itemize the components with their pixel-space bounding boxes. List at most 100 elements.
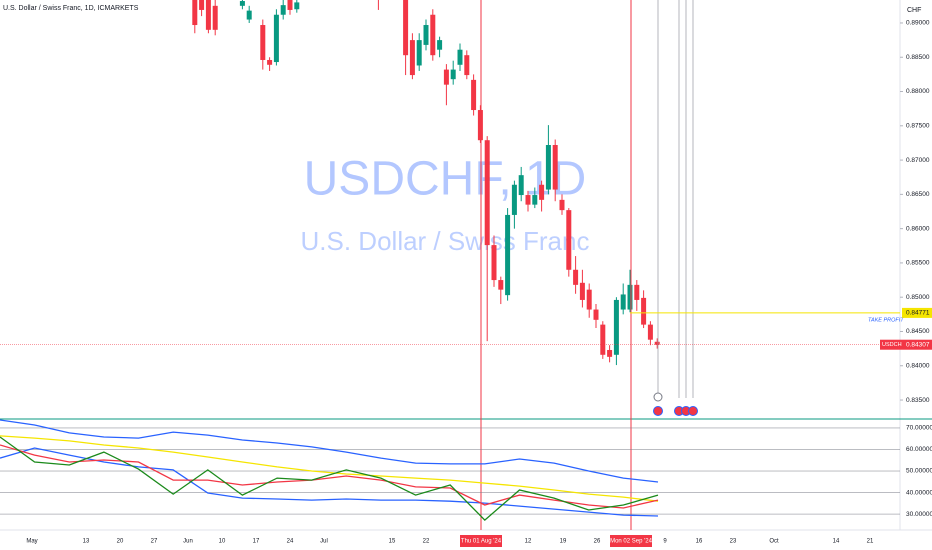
price-tag (902, 339, 932, 350)
candle-body (498, 280, 504, 290)
x-tick-label: 17 (253, 539, 260, 545)
x-tick-label: Jul (320, 539, 328, 545)
candle-body (566, 210, 572, 270)
x-tick-label: 19 (560, 539, 567, 545)
x-tick-label: Mon 02 Sep '24 (610, 539, 653, 545)
y-tick-label: 0.84000 (906, 362, 930, 369)
candle-body (525, 195, 531, 205)
candle-body (559, 199, 565, 211)
chart-header: U.S. Dollar / Swiss Franc, 1D, ICMARKETS (3, 5, 139, 12)
candle-body (593, 309, 599, 320)
y-tick-label: 0.87000 (906, 157, 930, 164)
event-icon (653, 392, 663, 402)
x-tick-label: 16 (696, 539, 703, 545)
candle-body (199, 0, 205, 10)
candle-body (239, 1, 245, 6)
candle-body (280, 5, 286, 15)
candle-body (409, 40, 415, 76)
y-tick-label: 50.00000 (906, 468, 932, 475)
x-tick-label: 13 (83, 539, 90, 545)
x-tick-label: 23 (730, 539, 737, 545)
watermark-name: U.S. Dollar / Swiss Franc (301, 226, 590, 256)
y-tick-label: 60.00000 (906, 446, 932, 453)
x-tick-label: 9 (663, 539, 667, 545)
x-tick-label: 20 (117, 539, 124, 545)
candle-body (613, 299, 619, 355)
event-icon (653, 406, 663, 416)
y-tick-label: 0.85500 (906, 260, 930, 267)
candle-body (287, 0, 293, 10)
candle-body (579, 282, 585, 300)
date-marker-tag (460, 535, 502, 547)
y-tick-label: 30.00000 (906, 511, 932, 518)
y-tick-label: 0.87500 (906, 123, 930, 130)
currency-label: CHF (907, 7, 921, 14)
price-panel (192, 0, 660, 366)
candle-body (212, 5, 218, 30)
x-tick-label: 15 (389, 539, 396, 545)
x-tick-label: 14 (833, 539, 840, 545)
indicator-line (0, 435, 659, 502)
event-icon (688, 406, 698, 416)
x-tick-label: 21 (867, 539, 874, 545)
y-tick-label: 0.83500 (906, 397, 930, 404)
y-tick-label: 0.89000 (906, 20, 930, 27)
candle-body (423, 25, 429, 45)
x-tick-label: 10 (219, 539, 226, 545)
candle-body (437, 40, 443, 50)
y-tick-label: 0.84500 (906, 328, 930, 335)
candle-body (192, 0, 198, 26)
candle-body (620, 294, 626, 310)
y-tick-label: 0.88500 (906, 54, 930, 61)
candle-body (246, 10, 252, 20)
x-tick-label: 22 (423, 539, 430, 545)
candle-body (403, 0, 409, 56)
indicator-line (0, 444, 659, 509)
candle-body (430, 14, 436, 56)
candle-body (457, 49, 463, 65)
candle-body (539, 184, 545, 200)
date-marker-tag (610, 535, 652, 547)
y-tick-label: 0.86000 (906, 225, 930, 232)
candle-body (294, 2, 300, 10)
candle-body (464, 55, 470, 76)
price-value: 0.84307 (906, 341, 930, 348)
candle-body (443, 69, 449, 85)
candle-body (260, 25, 266, 60)
y-tick-label: 0.88000 (906, 88, 930, 95)
indicator-line (0, 419, 659, 483)
x-tick-label: 26 (594, 539, 601, 545)
candle-body (518, 175, 524, 196)
candle-body (600, 324, 606, 355)
x-tick-label: Oct (769, 539, 779, 545)
take-profit-value: 0.84771 (906, 310, 930, 317)
price-symbol: USDCHF (882, 342, 906, 348)
candle-body (627, 284, 633, 310)
candle-body (607, 349, 613, 357)
candle-body (586, 289, 592, 310)
candle-body (267, 59, 273, 65)
x-tick-label: Thu 01 Aug '24 (461, 539, 502, 545)
candle-body (552, 145, 558, 190)
candle-body (545, 145, 551, 190)
candle-body (471, 79, 477, 111)
candle-body (450, 69, 456, 80)
price-symbol-tag (880, 339, 902, 350)
x-tick-label: Jun (183, 539, 193, 545)
take-profit-tag (902, 307, 932, 318)
indicator-line (0, 447, 659, 517)
take-profit-label: TAKE PROFIT (868, 317, 904, 323)
candle-body (532, 195, 538, 205)
candle-body (273, 14, 279, 63)
candle-body (491, 245, 497, 281)
candle-body (205, 0, 211, 30)
candle-body (416, 40, 422, 66)
y-tick-label: 0.85000 (906, 294, 930, 301)
x-tick-label: 27 (151, 539, 158, 545)
x-tick-label: May (26, 539, 37, 545)
candle-body (654, 341, 660, 345)
y-tick-label: 70.00000 (906, 425, 932, 432)
candle-body (484, 140, 490, 246)
x-tick-label: 24 (287, 539, 294, 545)
